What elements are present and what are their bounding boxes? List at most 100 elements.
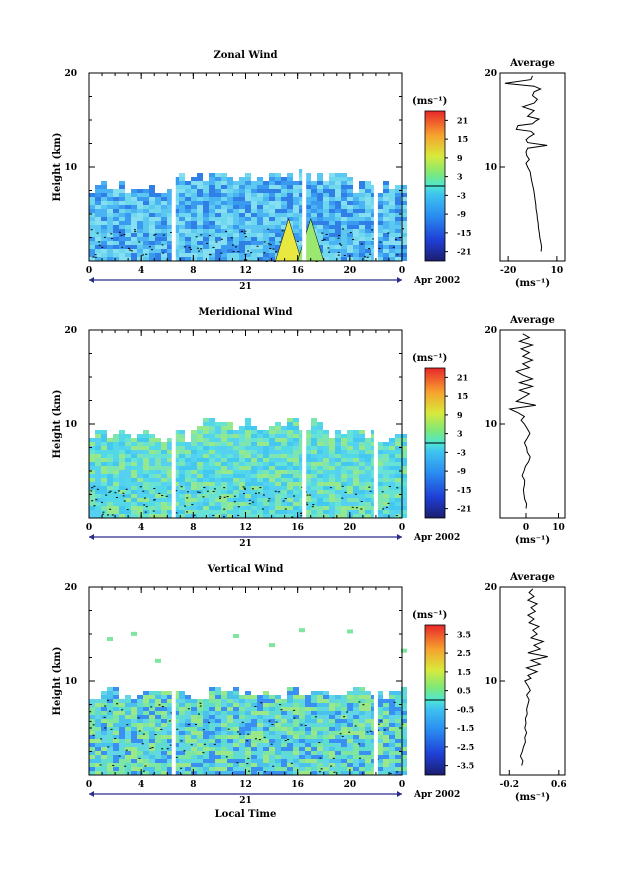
- field-cell: [245, 177, 251, 181]
- field-cell: [269, 217, 275, 221]
- field-cell: [275, 225, 281, 229]
- field-cell: [395, 217, 401, 221]
- field-cell: [191, 699, 197, 703]
- field-cell: [359, 767, 365, 771]
- field-cell: [317, 205, 323, 209]
- field-cell: [281, 470, 287, 474]
- field-cell: [311, 767, 317, 771]
- field-cell: [149, 759, 155, 763]
- field-cell: [179, 173, 185, 177]
- field-cell: [299, 225, 305, 229]
- y-axis-label: Height (km): [52, 647, 63, 716]
- field-cell: [155, 470, 161, 474]
- field-cell: [227, 438, 233, 442]
- field-cell: [221, 197, 227, 201]
- field-cell: [185, 245, 191, 249]
- field-cell: [101, 450, 107, 454]
- field-cell: [299, 229, 305, 233]
- field-cell: [95, 201, 101, 205]
- field-cell: [299, 442, 305, 446]
- field-cell: [101, 454, 107, 458]
- field-cell: [359, 189, 365, 193]
- field-cell: [161, 759, 167, 763]
- field-cell: [329, 767, 335, 771]
- field-cell: [107, 759, 113, 763]
- contour-mark: [247, 757, 250, 759]
- contour-mark: [121, 246, 124, 248]
- field-cell: [161, 470, 167, 474]
- field-cell: [353, 478, 359, 482]
- field-cell: [335, 430, 341, 434]
- field-cell: [203, 229, 209, 233]
- field-cell: [257, 482, 263, 486]
- field-cell: [173, 743, 179, 747]
- field-cell: [215, 249, 221, 253]
- field-cell: [215, 731, 221, 735]
- contour-mark: [388, 486, 391, 488]
- field-cell: [167, 446, 173, 450]
- field-cell: [353, 446, 359, 450]
- field-cell: [383, 205, 389, 209]
- contour-mark: [144, 511, 147, 513]
- field-cell: [323, 209, 329, 213]
- field-cell: [113, 719, 119, 723]
- field-cell: [221, 715, 227, 719]
- field-cell: [341, 213, 347, 217]
- field-cell: [347, 727, 353, 731]
- field-cell: [227, 719, 233, 723]
- field-cell: [113, 233, 119, 237]
- field-cell: [221, 699, 227, 703]
- field-cell: [377, 217, 383, 221]
- field-cell: [395, 703, 401, 707]
- field-cell: [395, 715, 401, 719]
- field-cell: [131, 482, 137, 486]
- field-cell: [185, 506, 191, 510]
- contour-mark: [337, 234, 340, 236]
- field-cell: [137, 470, 143, 474]
- field-cell: [305, 771, 311, 775]
- field-cell: [215, 189, 221, 193]
- field-cell: [101, 458, 107, 462]
- field-cell: [341, 189, 347, 193]
- field-cell: [323, 707, 329, 711]
- field-cell: [341, 763, 347, 767]
- field-cell: [215, 257, 221, 261]
- field-cell: [191, 201, 197, 205]
- field-cell: [287, 454, 293, 458]
- field-cell: [347, 177, 353, 181]
- field-cell: [383, 699, 389, 703]
- field-cell: [317, 209, 323, 213]
- field-cell: [221, 225, 227, 229]
- contour-mark: [165, 495, 168, 497]
- field-cell: [365, 759, 371, 763]
- contour-mark: [110, 233, 113, 235]
- field-cell: [107, 474, 113, 478]
- field-cell: [215, 474, 221, 478]
- field-cell: [299, 498, 305, 502]
- field-cell: [383, 502, 389, 506]
- field-cell: [173, 466, 179, 470]
- field-cell: [275, 466, 281, 470]
- field-cell: [89, 205, 95, 209]
- field-cell: [143, 691, 149, 695]
- field-cell: [269, 699, 275, 703]
- field-cell: [251, 229, 257, 233]
- contour-mark: [96, 488, 99, 490]
- field-cell: [191, 747, 197, 751]
- field-cell: [287, 181, 293, 185]
- field-cell: [203, 193, 209, 197]
- field-cell: [185, 462, 191, 466]
- field-cell: [401, 486, 407, 490]
- contour-mark: [242, 492, 245, 494]
- field-cell: [329, 466, 335, 470]
- field-cell: [293, 695, 299, 699]
- contour-mark: [187, 724, 190, 726]
- field-cell: [401, 703, 407, 707]
- contour-mark: [102, 511, 105, 513]
- field-cell: [179, 735, 185, 739]
- field-cell: [311, 771, 317, 775]
- field-cell: [209, 715, 215, 719]
- field-cell: [239, 245, 245, 249]
- field-cell: [335, 470, 341, 474]
- field-cell: [233, 715, 239, 719]
